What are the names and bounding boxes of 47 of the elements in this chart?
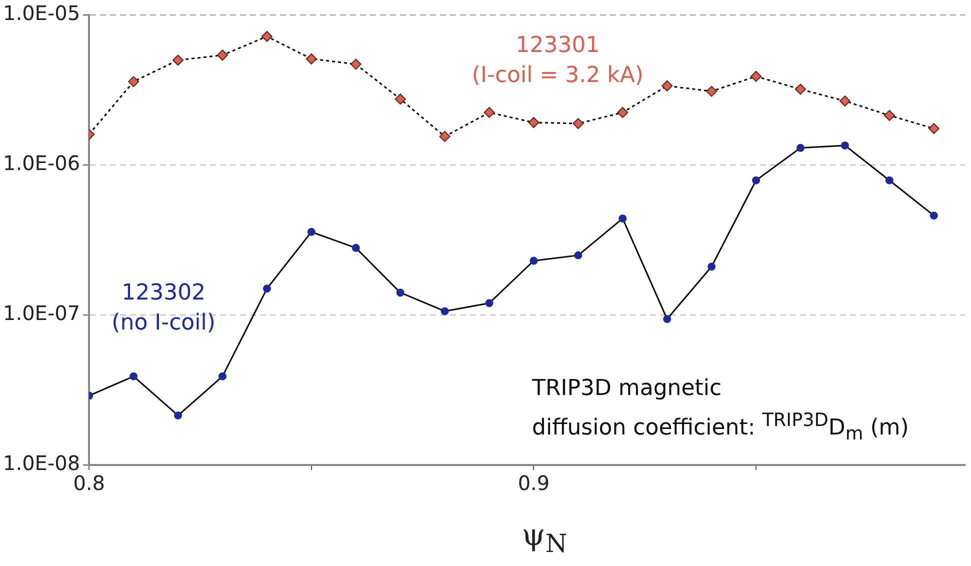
point xyxy=(440,307,449,316)
point xyxy=(706,86,718,97)
y-tick-label: 1.0E-05 xyxy=(3,1,80,26)
point xyxy=(618,214,627,222)
point xyxy=(794,84,806,95)
point xyxy=(439,130,450,142)
point xyxy=(708,262,716,271)
point xyxy=(662,80,673,92)
point xyxy=(128,76,140,88)
point xyxy=(928,123,940,134)
point xyxy=(396,288,404,297)
point xyxy=(174,411,182,420)
point xyxy=(352,244,360,252)
point xyxy=(172,54,184,66)
point xyxy=(394,94,406,105)
x-tick-label: 0.9 xyxy=(518,471,550,496)
point xyxy=(840,141,849,150)
point xyxy=(130,372,138,380)
point xyxy=(530,256,538,265)
point xyxy=(485,299,494,308)
point xyxy=(350,58,362,70)
series-label: 123301 (I-coil = 3.2 kA) xyxy=(472,33,644,88)
point xyxy=(839,96,850,107)
annotation: TRIP3D magnetic xyxy=(532,375,722,403)
point xyxy=(796,144,804,152)
point xyxy=(484,106,495,118)
point xyxy=(572,118,584,130)
y-tick-label: 1.0E-07 xyxy=(3,301,80,326)
y-tick-label: 1.0E-06 xyxy=(3,151,80,176)
point xyxy=(216,50,228,61)
point xyxy=(528,117,540,128)
point xyxy=(750,70,762,82)
point xyxy=(885,176,894,184)
point xyxy=(663,315,672,324)
point xyxy=(884,110,895,121)
series-label: 123302 (no I-coil) xyxy=(112,280,216,336)
point xyxy=(262,284,271,293)
point xyxy=(306,53,317,64)
point xyxy=(752,176,760,184)
point xyxy=(574,251,582,260)
point xyxy=(617,106,628,118)
point xyxy=(307,228,316,236)
x-axis-title: ψ$_{N}$ xyxy=(520,518,568,558)
point xyxy=(261,30,272,42)
point xyxy=(930,212,938,220)
annotation: diffusion coefficient: $^{TRIP3D}$D$_{m}$ (m) xyxy=(532,409,909,447)
point xyxy=(218,372,226,380)
